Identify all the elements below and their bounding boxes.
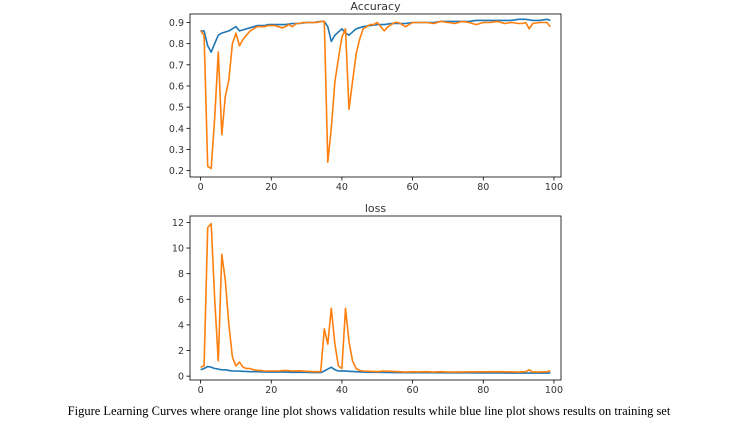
x-tick-label: 0 bbox=[198, 182, 204, 193]
x-tick-label: 80 bbox=[477, 182, 489, 193]
y-tick-label: 0.4 bbox=[169, 124, 184, 135]
axes-frame bbox=[189, 215, 562, 381]
x-tick-label: 100 bbox=[545, 182, 563, 193]
figure-caption: Figure Learning Curves where orange line… bbox=[67, 404, 671, 418]
y-tick-label: 12 bbox=[172, 218, 184, 229]
y-tick-label: 0 bbox=[178, 372, 184, 383]
x-tick-label: 40 bbox=[336, 182, 348, 193]
y-tick-label: 0.3 bbox=[169, 145, 184, 156]
x-tick-label: 0 bbox=[198, 385, 204, 396]
x-tick-label: 100 bbox=[545, 385, 563, 396]
y-tick-label: 4 bbox=[178, 320, 184, 331]
plot-area bbox=[199, 18, 552, 170]
y-tick-label: 0.2 bbox=[169, 166, 184, 177]
x-tick-label: 20 bbox=[265, 385, 277, 396]
plot-area bbox=[200, 222, 551, 374]
chart-title: loss bbox=[365, 202, 387, 215]
y-tick-label: 0.5 bbox=[169, 103, 184, 114]
y-tick-label: 10 bbox=[172, 244, 184, 255]
y-tick-label: 0.8 bbox=[169, 39, 184, 50]
series-line-validation bbox=[200, 222, 551, 373]
chart-panel-accuracy: Accuracy 0 20 40 60 80 100 0.2 0.3 0.4 0.5 0.6 0.7 0.… bbox=[169, 0, 563, 193]
x-tick-label: 20 bbox=[265, 182, 277, 193]
x-tick-label: 60 bbox=[407, 385, 419, 396]
y-tick-label: 0.9 bbox=[169, 18, 184, 29]
y-tick-label: 2 bbox=[178, 346, 184, 357]
x-tick-label: 60 bbox=[407, 182, 419, 193]
chart-title: Accuracy bbox=[350, 0, 401, 13]
chart-panel-loss: loss 0 20 40 60 80 100 0 2 4 6 8 10 12 bbox=[172, 202, 563, 396]
series-line-train bbox=[200, 18, 551, 53]
y-tick-label: 6 bbox=[178, 295, 184, 306]
y-tick-label: 8 bbox=[178, 269, 184, 280]
x-tick-label: 40 bbox=[336, 385, 348, 396]
axes-frame bbox=[189, 13, 562, 178]
series-line-validation bbox=[199, 20, 552, 170]
y-tick-label: 0.7 bbox=[169, 60, 184, 71]
series-line-train bbox=[200, 365, 551, 374]
x-tick-label: 80 bbox=[477, 385, 489, 396]
y-tick-label: 0.6 bbox=[169, 81, 184, 92]
